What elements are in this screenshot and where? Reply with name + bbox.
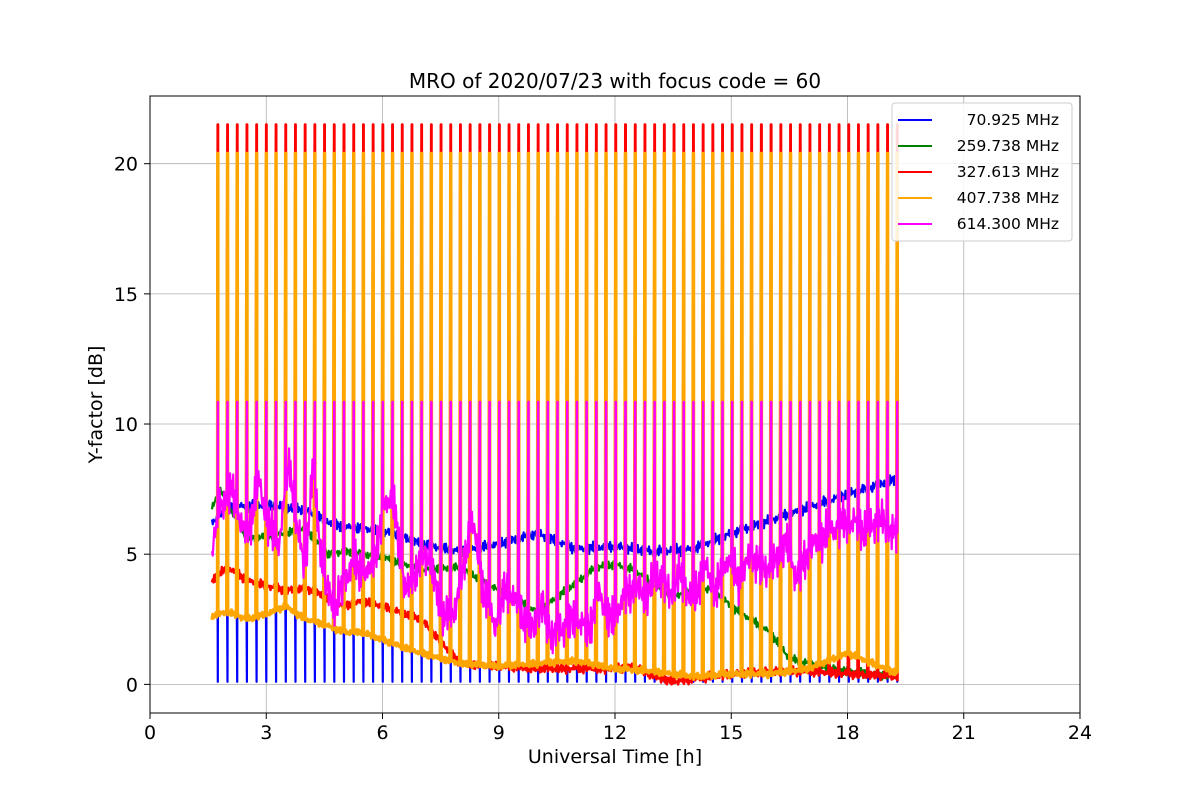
y-tick-label: 10: [114, 414, 138, 436]
series-line-5: [210, 400, 899, 655]
chart-title: MRO of 2020/07/23 with focus code = 60: [409, 69, 821, 93]
legend-label: 614.300 MHz: [957, 215, 1059, 233]
x-axis: 0 3 6 9 12 15 18 21 24: [144, 713, 1092, 744]
x-tick-label: 12: [603, 722, 627, 744]
x-tick-label: 15: [719, 722, 743, 744]
x-tick-label: 18: [835, 722, 859, 744]
y-tick-label: 20: [114, 154, 138, 176]
y-axis: 0 5 10 15 20: [114, 154, 150, 696]
y-tick-label: 15: [114, 284, 138, 306]
x-tick-label: 21: [952, 722, 976, 744]
series-line-4: [210, 151, 900, 681]
legend-label: 70.925 MHz: [962, 111, 1059, 129]
x-tick-label: 24: [1068, 722, 1092, 744]
legend: 70.925 MHz 259.738 MHz 327.613 MHz 407.738 …: [891, 102, 1073, 242]
y-tick-label: 5: [126, 544, 138, 566]
legend-box: [891, 102, 1073, 242]
x-tick-label: 6: [376, 722, 388, 744]
x-tick-label: 0: [144, 722, 156, 744]
plot-area: [210, 123, 900, 686]
y-axis-title: Y-factor [dB]: [85, 346, 107, 465]
legend-label: 259.738 MHz: [957, 137, 1059, 155]
x-tick-label: 9: [493, 722, 505, 744]
x-axis-title: Universal Time [h]: [528, 746, 702, 768]
legend-label: 327.613 MHz: [957, 163, 1059, 181]
x-tick-label: 3: [260, 722, 272, 744]
y-tick-label: 0: [126, 674, 138, 696]
legend-label: 407.738 MHz: [957, 189, 1059, 207]
